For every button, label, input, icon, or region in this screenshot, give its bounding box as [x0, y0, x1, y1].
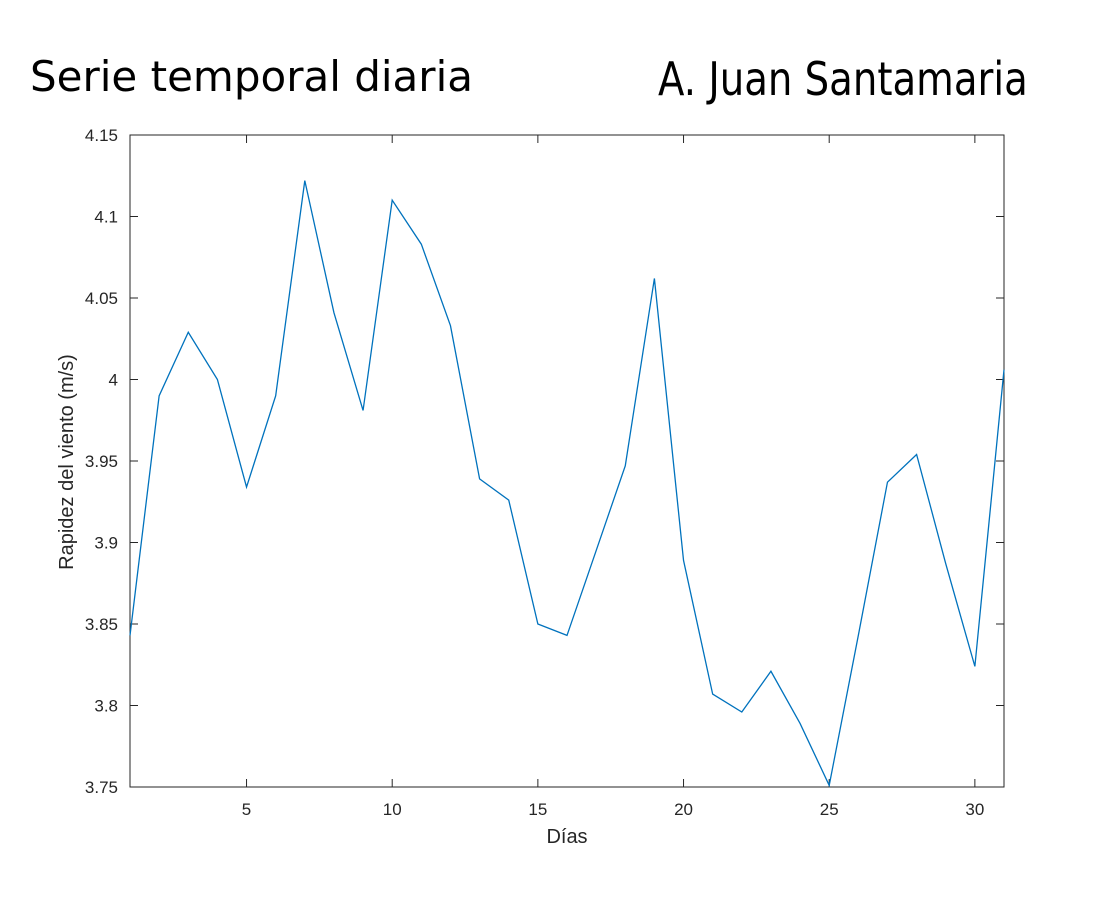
data-point — [508, 499, 510, 501]
data-point — [420, 243, 422, 245]
data-point — [799, 722, 801, 724]
data-point — [391, 199, 393, 201]
data-point — [945, 562, 947, 564]
data-point — [158, 395, 160, 397]
x-tick-label: 15 — [528, 800, 547, 819]
y-tick-label: 3.95 — [85, 452, 118, 471]
x-tick-label: 5 — [242, 800, 251, 819]
data-point — [624, 465, 626, 467]
data-point — [478, 478, 480, 480]
page-title-right: A. Juan Santamaria — [658, 52, 1028, 106]
data-point — [1003, 369, 1005, 371]
data-point — [653, 277, 655, 279]
series-line — [129, 180, 1005, 788]
data-point — [595, 549, 597, 551]
data-point — [274, 395, 276, 397]
data-point — [566, 634, 568, 636]
y-tick-label: 4.1 — [94, 208, 118, 227]
plot-area — [129, 134, 1005, 788]
data-point — [857, 634, 859, 636]
y-tick-label: 3.9 — [94, 534, 118, 553]
x-axis-label: Días — [546, 826, 587, 848]
data-point — [974, 665, 976, 667]
y-axis-label: Rapidez del viento (m/s) — [56, 354, 78, 570]
data-point — [187, 331, 189, 333]
data-point — [915, 453, 917, 455]
y-tick-label: 3.85 — [85, 615, 118, 634]
data-point — [245, 486, 247, 488]
data-point — [333, 311, 335, 313]
page-title-left: Serie temporal diaria — [30, 52, 473, 101]
x-tick-label: 30 — [965, 800, 984, 819]
data-point — [304, 179, 306, 181]
data-point — [537, 623, 539, 625]
y-tick-label: 4.15 — [85, 126, 118, 145]
data-point — [886, 481, 888, 483]
data-point — [828, 784, 830, 786]
data-point — [216, 378, 218, 380]
y-tick-label: 3.8 — [94, 697, 118, 716]
x-tick-label: 25 — [820, 800, 839, 819]
x-tick-label: 10 — [383, 800, 402, 819]
data-point — [711, 693, 713, 695]
data-point — [741, 711, 743, 713]
data-point — [682, 559, 684, 561]
data-point — [362, 409, 364, 411]
y-tick-label: 3.75 — [85, 778, 118, 797]
data-point — [770, 670, 772, 672]
y-tick-label: 4.05 — [85, 289, 118, 308]
data-point — [449, 325, 451, 327]
data-point — [129, 634, 131, 636]
x-tick-label: 20 — [674, 800, 693, 819]
y-tick-label: 4 — [109, 371, 118, 390]
